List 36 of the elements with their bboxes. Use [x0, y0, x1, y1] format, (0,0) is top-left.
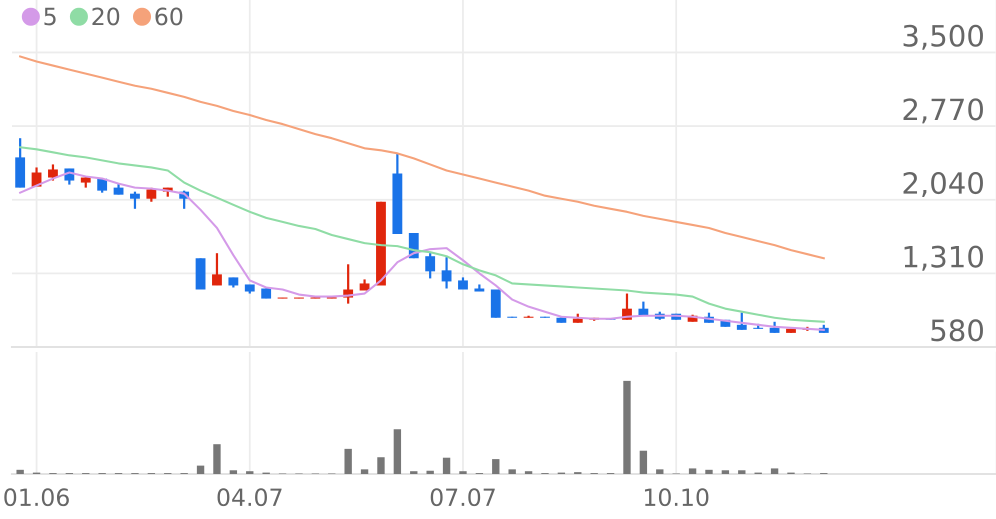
bar — [623, 380, 631, 474]
x-tick-label: 07.07 — [430, 488, 495, 506]
bar — [508, 469, 516, 474]
y-tick-label: 1,310 — [904, 246, 983, 271]
bar — [656, 469, 664, 474]
legend-label: 60 — [155, 8, 182, 26]
bar — [492, 459, 500, 474]
bar — [394, 429, 402, 474]
bar — [16, 470, 24, 474]
legend-label: 20 — [92, 8, 120, 26]
bar — [344, 448, 352, 474]
y-tick-label: 3,500 — [904, 24, 983, 50]
x-tick-label: 04.07 — [218, 488, 282, 506]
bar — [426, 470, 434, 474]
legend-label: 5 — [44, 8, 56, 26]
bar — [688, 468, 696, 474]
x-tick-label: 01.06 — [4, 488, 69, 506]
bar — [459, 471, 467, 474]
bar — [246, 471, 254, 474]
bar — [230, 470, 238, 474]
bar — [770, 468, 778, 474]
y-tick-label: 2,770 — [904, 98, 983, 124]
x-tick-label: 10.10 — [644, 488, 708, 506]
bar — [213, 444, 221, 474]
bar — [640, 450, 648, 474]
bar — [377, 457, 385, 474]
bar — [442, 458, 450, 474]
bar — [360, 469, 368, 474]
bar — [738, 470, 746, 474]
bar — [705, 470, 713, 474]
y-tick-label: 580 — [931, 319, 983, 342]
bar — [722, 470, 730, 474]
bar — [410, 471, 418, 474]
bar — [196, 466, 204, 474]
bar — [524, 471, 532, 474]
y-tick-label: 2,040 — [904, 172, 983, 198]
